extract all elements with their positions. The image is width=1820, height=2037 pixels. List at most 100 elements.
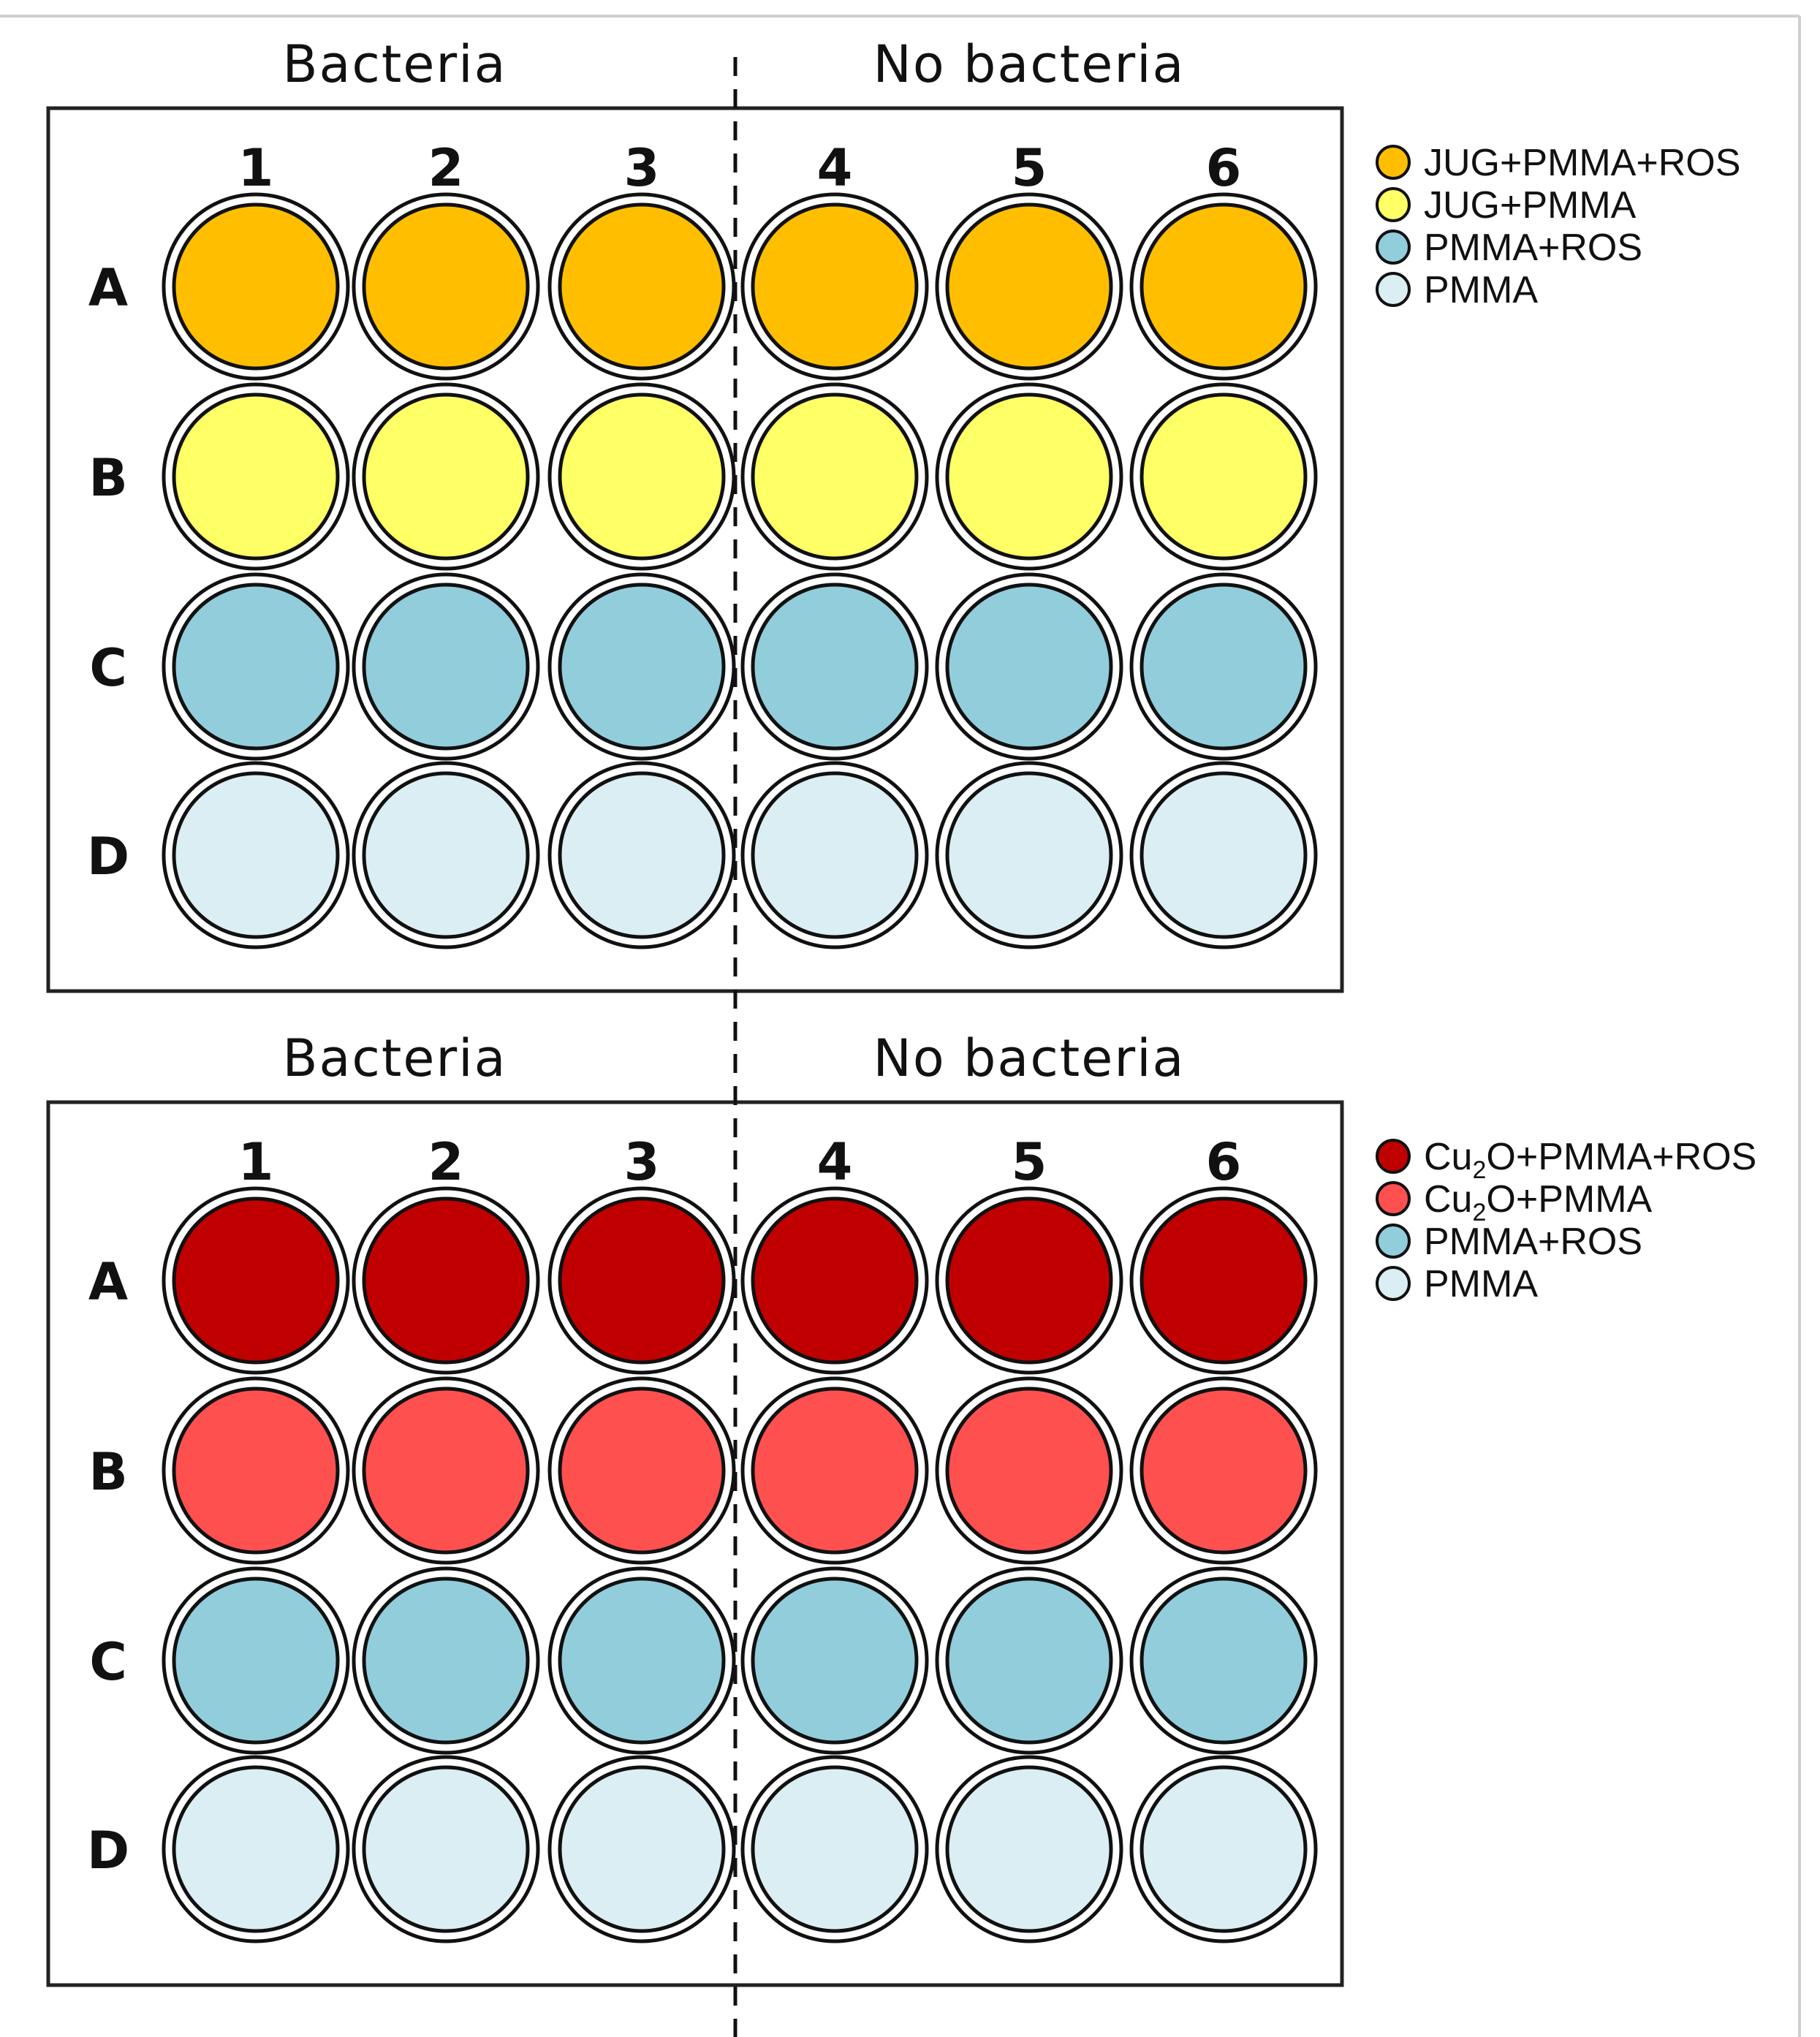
well-A3 xyxy=(547,1186,736,1375)
column-label-5: 5 xyxy=(1012,1132,1047,1192)
column-label-6: 6 xyxy=(1206,138,1242,198)
column-label-1: 1 xyxy=(238,1132,274,1192)
well-fill xyxy=(1140,1577,1308,1745)
well-C4 xyxy=(740,1566,929,1755)
well-B1 xyxy=(162,382,350,571)
legend-entry: PMMA xyxy=(1376,1263,1538,1305)
row-label-B: B xyxy=(88,448,127,508)
legend-entry: JUG+PMMA+ROS xyxy=(1376,142,1740,184)
well-fill xyxy=(362,1387,530,1555)
column-label-1: 1 xyxy=(238,138,274,198)
legend-swatch xyxy=(1376,187,1411,222)
well-fill xyxy=(945,1577,1113,1745)
well-A2 xyxy=(352,1186,540,1375)
well-A5 xyxy=(935,192,1123,381)
legend-label-part: PMMA xyxy=(1424,1263,1538,1305)
row-label-B: B xyxy=(88,1442,127,1502)
well-B5 xyxy=(935,382,1123,571)
legend-swatch xyxy=(1376,1139,1411,1174)
well-B4 xyxy=(740,382,929,571)
bacteria-title: Bacteria xyxy=(282,1028,507,1088)
legend-label-subscript: 2 xyxy=(1472,1199,1486,1226)
well-fill xyxy=(558,1196,726,1365)
well-fill xyxy=(751,1765,919,1933)
legend-label-part: O+PMMA+ROS xyxy=(1486,1136,1756,1178)
column-label-3: 3 xyxy=(624,1132,660,1192)
well-fill xyxy=(945,583,1113,751)
well-fill xyxy=(362,1765,530,1933)
well-fill xyxy=(1140,583,1308,751)
well-C2 xyxy=(352,1566,540,1755)
well-D6 xyxy=(1129,1755,1318,1943)
no-bacteria-title: No bacteria xyxy=(873,1028,1186,1088)
well-A6 xyxy=(1129,1186,1318,1375)
well-fill xyxy=(172,771,340,939)
well-B1 xyxy=(162,1376,350,1565)
row-label-A: A xyxy=(88,258,128,318)
well-fill xyxy=(751,771,919,939)
legend-label: Cu2O+PMMA xyxy=(1424,1178,1653,1226)
well-fill xyxy=(362,1196,530,1365)
column-label-6: 6 xyxy=(1206,1132,1242,1192)
legend-swatch xyxy=(1376,1266,1411,1301)
wells xyxy=(162,1186,1318,1943)
well-fill xyxy=(1140,202,1308,371)
legend-entry: PMMA+ROS xyxy=(1376,1221,1642,1263)
legend-label-part: PMMA+ROS xyxy=(1424,227,1642,269)
well-A1 xyxy=(162,1186,350,1375)
well-C5 xyxy=(935,572,1123,761)
well-fill xyxy=(172,1387,340,1555)
well-A3 xyxy=(547,192,736,381)
column-label-2: 2 xyxy=(428,138,464,198)
legend-label: Cu2O+PMMA+ROS xyxy=(1424,1136,1756,1184)
well-A6 xyxy=(1129,192,1318,381)
column-label-4: 4 xyxy=(817,138,853,198)
well-C3 xyxy=(547,572,736,761)
well-D4 xyxy=(740,1755,929,1943)
well-B6 xyxy=(1129,382,1318,571)
well-fill xyxy=(1140,1196,1308,1365)
well-C1 xyxy=(162,572,350,761)
legend-label-part: Cu xyxy=(1424,1136,1472,1178)
row-label-A: A xyxy=(88,1252,128,1312)
well-fill xyxy=(751,1196,919,1365)
well-D5 xyxy=(935,761,1123,949)
column-label-4: 4 xyxy=(817,1132,853,1192)
column-label-2: 2 xyxy=(428,1132,464,1192)
legend-label: PMMA+ROS xyxy=(1424,227,1642,269)
well-fill xyxy=(172,1577,340,1745)
well-fill xyxy=(362,202,530,371)
well-fill xyxy=(362,1577,530,1745)
well-fill xyxy=(362,771,530,939)
well-fill xyxy=(945,1196,1113,1365)
well-fill xyxy=(558,202,726,371)
well-fill xyxy=(172,202,340,371)
legend-label: JUG+PMMA+ROS xyxy=(1424,142,1740,184)
well-fill xyxy=(1140,771,1308,939)
well-D1 xyxy=(162,1755,350,1943)
well-B3 xyxy=(547,1376,736,1565)
row-labels: A B C D xyxy=(87,1252,129,1881)
well-D2 xyxy=(352,1755,540,1943)
well-fill xyxy=(172,583,340,751)
well-B2 xyxy=(352,1376,540,1565)
well-A4 xyxy=(740,1186,929,1375)
row-label-C: C xyxy=(89,638,126,698)
no-bacteria-title: No bacteria xyxy=(873,34,1186,94)
well-D4 xyxy=(740,761,929,949)
legend-swatch xyxy=(1376,1181,1411,1216)
well-fill xyxy=(558,771,726,939)
well-D5 xyxy=(935,1755,1123,1943)
well-B5 xyxy=(935,1376,1123,1565)
legend-entry: PMMA+ROS xyxy=(1376,227,1642,269)
well-fill xyxy=(945,202,1113,371)
well-C6 xyxy=(1129,572,1318,761)
column-labels: 1 2 3 4 5 6 xyxy=(238,138,1242,198)
well-A2 xyxy=(352,192,540,381)
legend-entry: JUG+PMMA xyxy=(1376,184,1637,227)
well-B6 xyxy=(1129,1376,1318,1565)
row-labels: A B C D xyxy=(87,258,129,887)
well-fill xyxy=(362,583,530,751)
well-fill xyxy=(945,1387,1113,1555)
